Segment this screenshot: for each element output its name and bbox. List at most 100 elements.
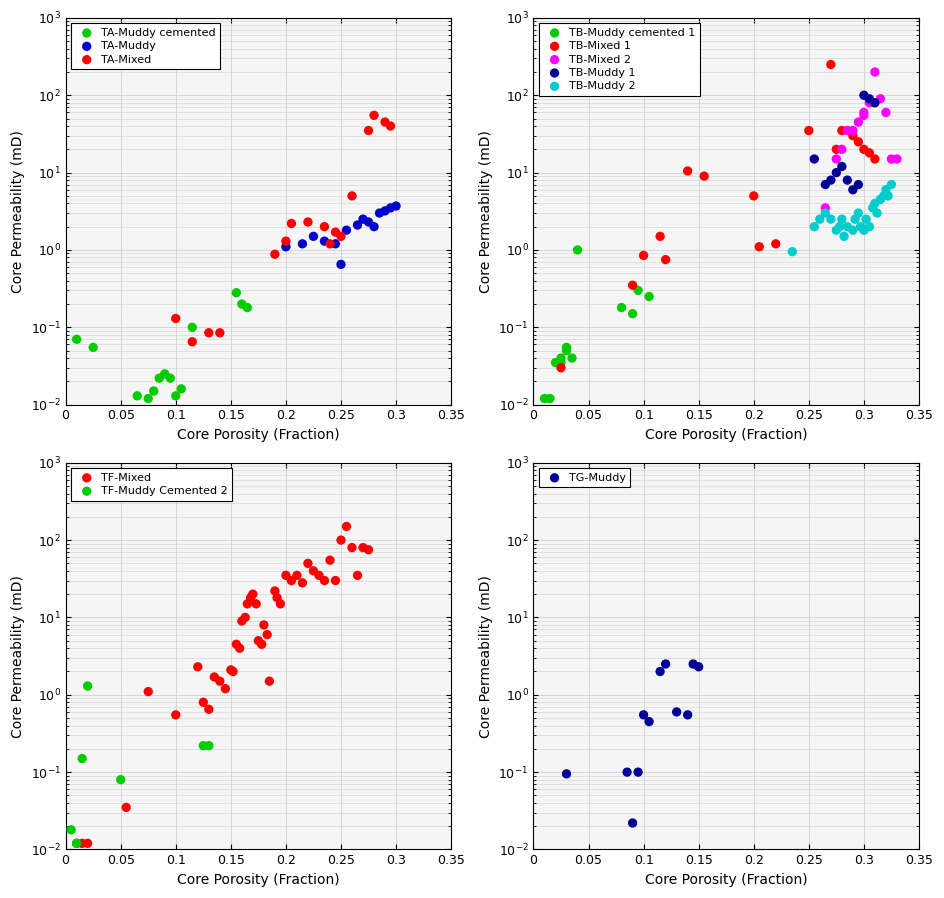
TB-Mixed 1 (801, 123, 817, 137)
TA-Mixed (366, 108, 381, 122)
TF-Mixed (284, 573, 299, 587)
TB-Muddy cemented 1 (559, 340, 574, 355)
TA-Muddy (295, 237, 310, 251)
TB-Mixed 1 (658, 252, 673, 267)
TB-Muddy cemented 1 (631, 283, 646, 297)
TB-Muddy cemented 1 (565, 351, 580, 365)
TF-Mixed (228, 637, 244, 651)
TB-Mixed 2 (840, 123, 855, 137)
TF-Mixed (168, 708, 183, 722)
TB-Muddy 1 (807, 152, 822, 166)
Legend: TF-Mixed, TF-Muddy Cemented 2: TF-Mixed, TF-Muddy Cemented 2 (71, 468, 232, 500)
TB-Muddy cemented 1 (537, 392, 552, 406)
TB-Muddy cemented 1 (625, 306, 640, 321)
TF-Mixed (191, 660, 206, 674)
TG-Muddy (652, 665, 667, 679)
TG-Muddy (559, 767, 574, 781)
TA-Muddy cemented (174, 382, 189, 396)
TF-Mixed (244, 591, 259, 605)
TA-Muddy cemented (185, 320, 200, 334)
TF-Mixed (317, 573, 332, 587)
TA-Muddy cemented (152, 371, 167, 385)
TB-Muddy 2 (812, 212, 827, 226)
TF-Mixed (195, 695, 211, 709)
TF-Mixed (361, 542, 376, 557)
TB-Mixed 2 (856, 108, 871, 122)
Legend: TA-Muddy cemented, TA-Muddy, TA-Mixed: TA-Muddy cemented, TA-Muddy, TA-Mixed (71, 23, 220, 69)
TA-Mixed (201, 326, 216, 340)
TB-Muddy 2 (848, 212, 863, 226)
TA-Muddy (328, 237, 343, 251)
TA-Muddy cemented (158, 366, 173, 381)
TB-Muddy cemented 1 (553, 356, 568, 370)
TF-Mixed (306, 564, 321, 578)
TB-Mixed 1 (768, 237, 784, 251)
TB-Muddy 1 (840, 173, 855, 188)
TG-Muddy (685, 656, 700, 671)
TA-Muddy cemented (69, 332, 84, 347)
TF-Mixed (69, 836, 84, 850)
TB-Muddy 1 (823, 173, 838, 188)
TF-Mixed (251, 633, 266, 647)
TB-Mixed 1 (751, 240, 767, 254)
TF-Muddy Cemented 2 (113, 772, 128, 787)
TF-Mixed (267, 584, 282, 598)
TB-Mixed 1 (553, 361, 568, 375)
TF-Mixed (232, 641, 247, 656)
TB-Mixed 2 (845, 123, 860, 137)
TB-Muddy 1 (868, 95, 883, 110)
TB-Mixed 1 (636, 248, 651, 262)
TF-Mixed (218, 682, 233, 696)
TF-Mixed (119, 800, 134, 814)
Legend: TB-Muddy cemented 1, TB-Mixed 1, TB-Mixed 2, TB-Muddy 1, TB-Muddy 2: TB-Muddy cemented 1, TB-Mixed 1, TB-Mixe… (539, 23, 700, 96)
TF-Mixed (328, 573, 343, 587)
TB-Mixed 2 (834, 142, 850, 156)
TA-Muddy cemented (228, 286, 244, 300)
TA-Mixed (383, 119, 398, 133)
TF-Mixed (207, 670, 222, 684)
TG-Muddy (636, 708, 651, 722)
TB-Mixed 2 (818, 200, 833, 215)
TB-Muddy 2 (884, 178, 899, 192)
TB-Muddy cemented 1 (570, 242, 585, 257)
TB-Mixed 1 (680, 163, 695, 178)
TG-Muddy (669, 705, 684, 719)
TB-Muddy 2 (858, 212, 873, 226)
TA-Mixed (317, 219, 332, 233)
Y-axis label: Core Permeability (mD): Core Permeability (mD) (11, 130, 25, 293)
TA-Mixed (333, 229, 348, 243)
TA-Mixed (328, 224, 343, 239)
TB-Muddy 1 (845, 182, 860, 197)
TF-Mixed (80, 836, 95, 850)
TB-Muddy 2 (823, 212, 838, 226)
TB-Muddy 2 (865, 200, 880, 215)
TA-Muddy cemented (146, 383, 161, 398)
TB-Muddy 2 (869, 206, 885, 220)
TF-Mixed (290, 568, 305, 583)
TB-Mixed 2 (868, 65, 883, 79)
TB-Muddy 2 (862, 219, 877, 233)
TB-Muddy 2 (851, 206, 866, 220)
TB-Mixed 1 (829, 142, 844, 156)
TB-Mixed 1 (746, 189, 761, 203)
TA-Muddy (366, 219, 381, 233)
TA-Mixed (267, 247, 282, 261)
TF-Mixed (212, 674, 228, 689)
TB-Mixed 1 (845, 128, 860, 143)
TA-Muddy cemented (168, 389, 183, 403)
TF-Mixed (238, 611, 253, 625)
TF-Mixed (333, 533, 348, 547)
TA-Mixed (300, 215, 315, 229)
TB-Muddy 1 (829, 165, 844, 180)
TB-Muddy 2 (853, 219, 868, 233)
TB-Muddy 2 (834, 212, 850, 226)
TB-Muddy 1 (856, 88, 871, 102)
TB-Mixed 2 (873, 92, 888, 106)
TF-Mixed (323, 553, 338, 568)
TB-Muddy 2 (876, 189, 891, 203)
TA-Mixed (378, 115, 393, 129)
TF-Muddy Cemented 2 (195, 738, 211, 753)
TB-Muddy 2 (840, 219, 855, 233)
TB-Muddy 2 (807, 219, 822, 233)
TF-Mixed (261, 674, 277, 689)
